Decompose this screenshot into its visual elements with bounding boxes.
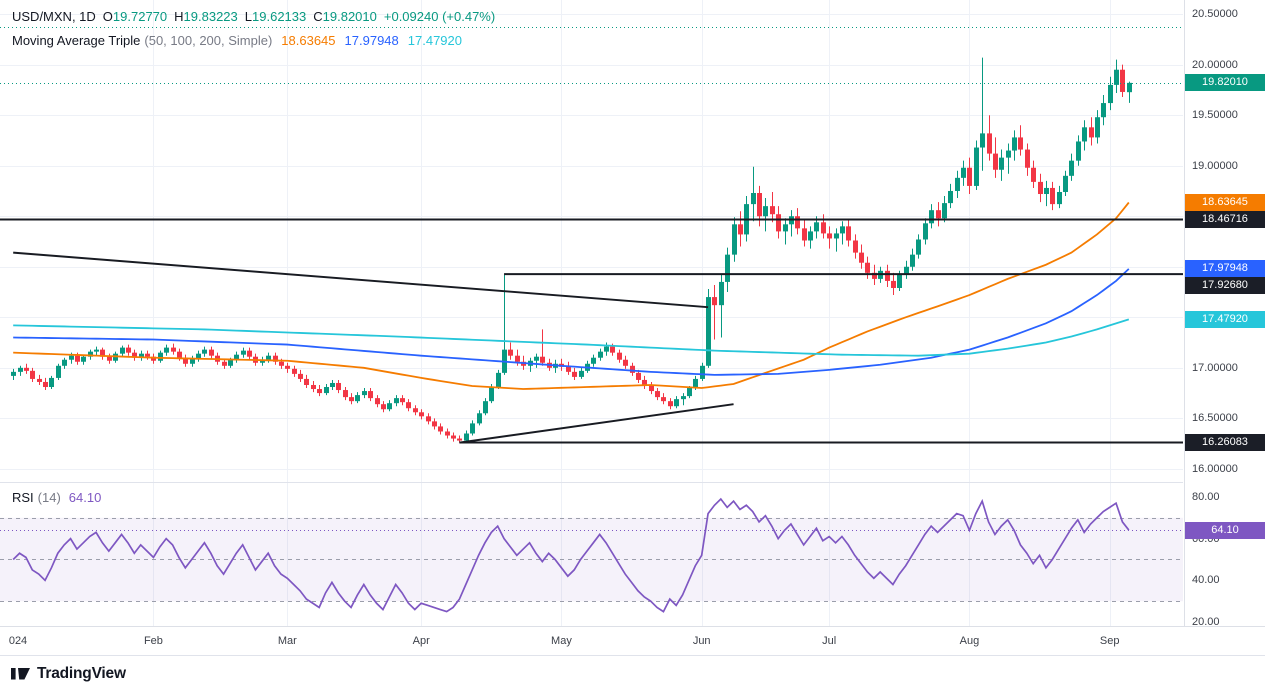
hline-badge-3: 16.26083 bbox=[1185, 434, 1265, 451]
symbol-title[interactable]: USD/MXN, 1D bbox=[12, 9, 96, 24]
time-axis[interactable]: 024 Feb Mar Apr May Jun Jul Aug Sep bbox=[0, 626, 1265, 655]
price-axis-label: 20.50000 bbox=[1192, 8, 1238, 21]
sma200-legend-value: 17.47920 bbox=[407, 33, 462, 48]
rsi-axis-label: 80.00 bbox=[1192, 490, 1220, 503]
time-axis-label: Sep bbox=[1099, 635, 1120, 647]
rsi-title[interactable]: RSI bbox=[12, 490, 34, 505]
sma200-badge: 17.47920 bbox=[1185, 310, 1265, 328]
close-label: C bbox=[313, 9, 323, 24]
time-axis-label: Jun bbox=[692, 635, 711, 647]
rsi-legend: RSI (14) 64.10 bbox=[12, 490, 101, 505]
current-price-badge: 19.82010 bbox=[1185, 74, 1265, 92]
high-value: 19.83223 bbox=[183, 9, 238, 24]
time-axis-label: Jul bbox=[822, 635, 837, 647]
price-axis-label: 20.00000 bbox=[1192, 58, 1238, 71]
rsi-legend-value: 64.10 bbox=[68, 490, 102, 505]
hline-badge-2: 17.92680 bbox=[1185, 277, 1265, 295]
time-axis-label: Mar bbox=[277, 635, 297, 647]
price-and-rsi-chart-canvas[interactable] bbox=[0, 0, 1183, 626]
hline-badge-1: 18.46716 bbox=[1185, 211, 1265, 229]
tradingview-logo-icon bbox=[11, 668, 30, 680]
tradingview-wordmark: TradingView bbox=[37, 664, 126, 682]
symbol-legend: USD/MXN, 1D O19.72770 H19.83223 L19.62133 C1… bbox=[12, 9, 495, 24]
price-axis[interactable]: 20.5000020.0000019.5000019.0000018.50000… bbox=[1184, 0, 1265, 629]
indicator-params: (50, 100, 200, Simple) bbox=[144, 33, 273, 48]
price-axis-label: 19.00000 bbox=[1192, 159, 1238, 172]
sma50-legend-value: 18.63645 bbox=[281, 33, 336, 48]
footer-bar: TradingView bbox=[0, 655, 1265, 691]
time-axis-label: Feb bbox=[143, 635, 163, 647]
low-label: L bbox=[244, 9, 253, 24]
time-axis-label: May bbox=[551, 635, 572, 647]
change-value: +0.09240 (+0.47%) bbox=[383, 9, 496, 24]
tradingview-logo[interactable]: TradingView bbox=[10, 665, 126, 683]
sma100-badge: 17.97948 bbox=[1185, 260, 1265, 278]
sma50-badge: 18.63645 bbox=[1185, 193, 1265, 211]
sma100-legend-value: 17.97948 bbox=[344, 33, 399, 48]
close-value: 19.82010 bbox=[322, 9, 377, 24]
high-label: H bbox=[174, 9, 184, 24]
time-axis-label: 024 bbox=[8, 635, 28, 647]
rsi-params: (14) bbox=[37, 490, 61, 505]
time-axis-label: Apr bbox=[412, 635, 430, 647]
indicator-title[interactable]: Moving Average Triple bbox=[12, 33, 141, 48]
indicator-legend: Moving Average Triple (50, 100, 200, Simp… bbox=[12, 33, 462, 48]
price-axis-label: 16.00000 bbox=[1192, 462, 1238, 475]
rsi-axis-label: 20.00 bbox=[1192, 616, 1220, 629]
time-axis-label: Aug bbox=[959, 635, 980, 647]
rsi-axis-label: 40.00 bbox=[1192, 574, 1220, 587]
price-axis-label: 17.00000 bbox=[1192, 361, 1238, 374]
open-label: O bbox=[102, 9, 113, 24]
open-value: 19.72770 bbox=[112, 9, 168, 24]
price-axis-label: 19.50000 bbox=[1192, 109, 1238, 122]
rsi-value-badge: 64.10 bbox=[1185, 521, 1265, 539]
low-value: 19.62133 bbox=[252, 9, 307, 24]
price-axis-label: 16.50000 bbox=[1192, 412, 1238, 425]
